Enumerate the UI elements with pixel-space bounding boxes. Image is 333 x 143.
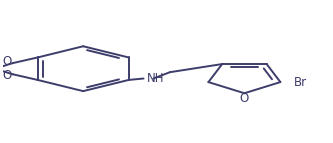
Text: O: O: [2, 55, 12, 68]
Text: O: O: [240, 92, 249, 105]
Text: NH: NH: [147, 72, 165, 85]
Text: Br: Br: [294, 76, 307, 89]
Text: O: O: [2, 69, 12, 82]
